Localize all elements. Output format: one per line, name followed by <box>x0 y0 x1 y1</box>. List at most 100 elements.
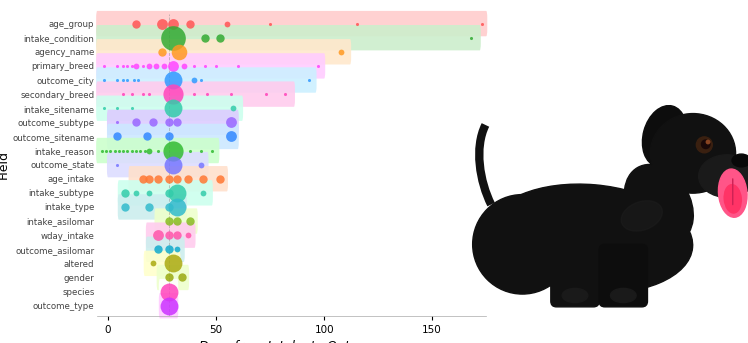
Point <box>111 106 123 111</box>
Point <box>188 91 200 97</box>
FancyBboxPatch shape <box>96 53 325 79</box>
FancyBboxPatch shape <box>96 81 295 107</box>
FancyBboxPatch shape <box>144 251 180 276</box>
Point <box>143 176 155 181</box>
Point <box>120 190 132 196</box>
Point <box>152 233 164 238</box>
Point <box>215 176 227 181</box>
Point <box>201 91 213 97</box>
FancyBboxPatch shape <box>96 11 487 36</box>
X-axis label: Days from Intake to Outcome: Days from Intake to Outcome <box>199 340 384 343</box>
Point <box>195 77 207 83</box>
Point <box>162 218 174 224</box>
Point <box>130 63 142 69</box>
Point <box>174 49 186 55</box>
Point <box>150 63 162 69</box>
Point <box>225 91 237 97</box>
Point <box>197 190 209 196</box>
Point <box>167 106 179 111</box>
Point <box>98 106 110 111</box>
Point <box>147 261 159 266</box>
FancyBboxPatch shape <box>155 208 197 234</box>
Ellipse shape <box>621 201 663 231</box>
FancyBboxPatch shape <box>107 124 239 149</box>
Point <box>113 148 125 153</box>
Point <box>162 247 174 252</box>
Point <box>111 134 123 139</box>
FancyBboxPatch shape <box>129 166 228 191</box>
Ellipse shape <box>732 154 748 167</box>
Point <box>171 120 183 125</box>
Point <box>167 91 179 97</box>
Point <box>227 106 239 111</box>
Point <box>126 148 138 153</box>
Point <box>98 77 110 83</box>
Point <box>143 148 155 153</box>
FancyBboxPatch shape <box>117 180 213 205</box>
Point <box>111 162 123 167</box>
Point <box>476 21 488 26</box>
Point <box>152 247 164 252</box>
Point <box>143 204 155 210</box>
Point <box>141 134 153 139</box>
Point <box>104 148 116 153</box>
Point <box>96 148 108 153</box>
FancyBboxPatch shape <box>146 237 185 262</box>
Point <box>135 148 147 153</box>
Point <box>195 162 207 167</box>
Point <box>130 148 142 153</box>
Point <box>171 218 183 224</box>
Point <box>171 190 183 196</box>
FancyBboxPatch shape <box>96 96 243 121</box>
Point <box>117 63 129 69</box>
Point <box>128 77 140 83</box>
Point <box>465 35 477 40</box>
Point <box>111 63 123 69</box>
Point <box>182 233 194 238</box>
Point <box>100 148 112 153</box>
Point <box>162 303 174 308</box>
Point <box>335 49 347 55</box>
Point <box>199 35 211 40</box>
Ellipse shape <box>650 114 735 193</box>
Point <box>130 21 142 26</box>
FancyBboxPatch shape <box>551 244 599 307</box>
Point <box>130 190 142 196</box>
Point <box>117 148 129 153</box>
Point <box>167 261 179 266</box>
Point <box>206 148 218 153</box>
Point <box>279 91 291 97</box>
Point <box>162 204 174 210</box>
Ellipse shape <box>488 184 693 293</box>
Ellipse shape <box>610 288 636 303</box>
Point <box>171 247 183 252</box>
Point <box>137 63 149 69</box>
Point <box>162 233 174 238</box>
Ellipse shape <box>473 194 572 294</box>
Circle shape <box>702 140 710 149</box>
Point <box>143 190 155 196</box>
FancyBboxPatch shape <box>107 152 209 177</box>
FancyBboxPatch shape <box>107 110 239 135</box>
Point <box>120 204 132 210</box>
Ellipse shape <box>724 185 741 213</box>
Point <box>132 77 144 83</box>
Point <box>167 63 179 69</box>
Point <box>143 91 155 97</box>
Point <box>184 218 196 224</box>
Point <box>126 106 138 111</box>
Point <box>176 275 188 280</box>
Point <box>178 63 190 69</box>
Point <box>167 21 179 26</box>
Circle shape <box>706 140 710 144</box>
Point <box>312 63 324 69</box>
Point <box>210 63 222 69</box>
Point <box>264 21 276 26</box>
Point <box>221 21 233 26</box>
Point <box>117 91 129 97</box>
Point <box>167 148 179 153</box>
Ellipse shape <box>625 164 693 245</box>
Point <box>137 91 149 97</box>
Point <box>162 275 174 280</box>
Point <box>232 63 244 69</box>
